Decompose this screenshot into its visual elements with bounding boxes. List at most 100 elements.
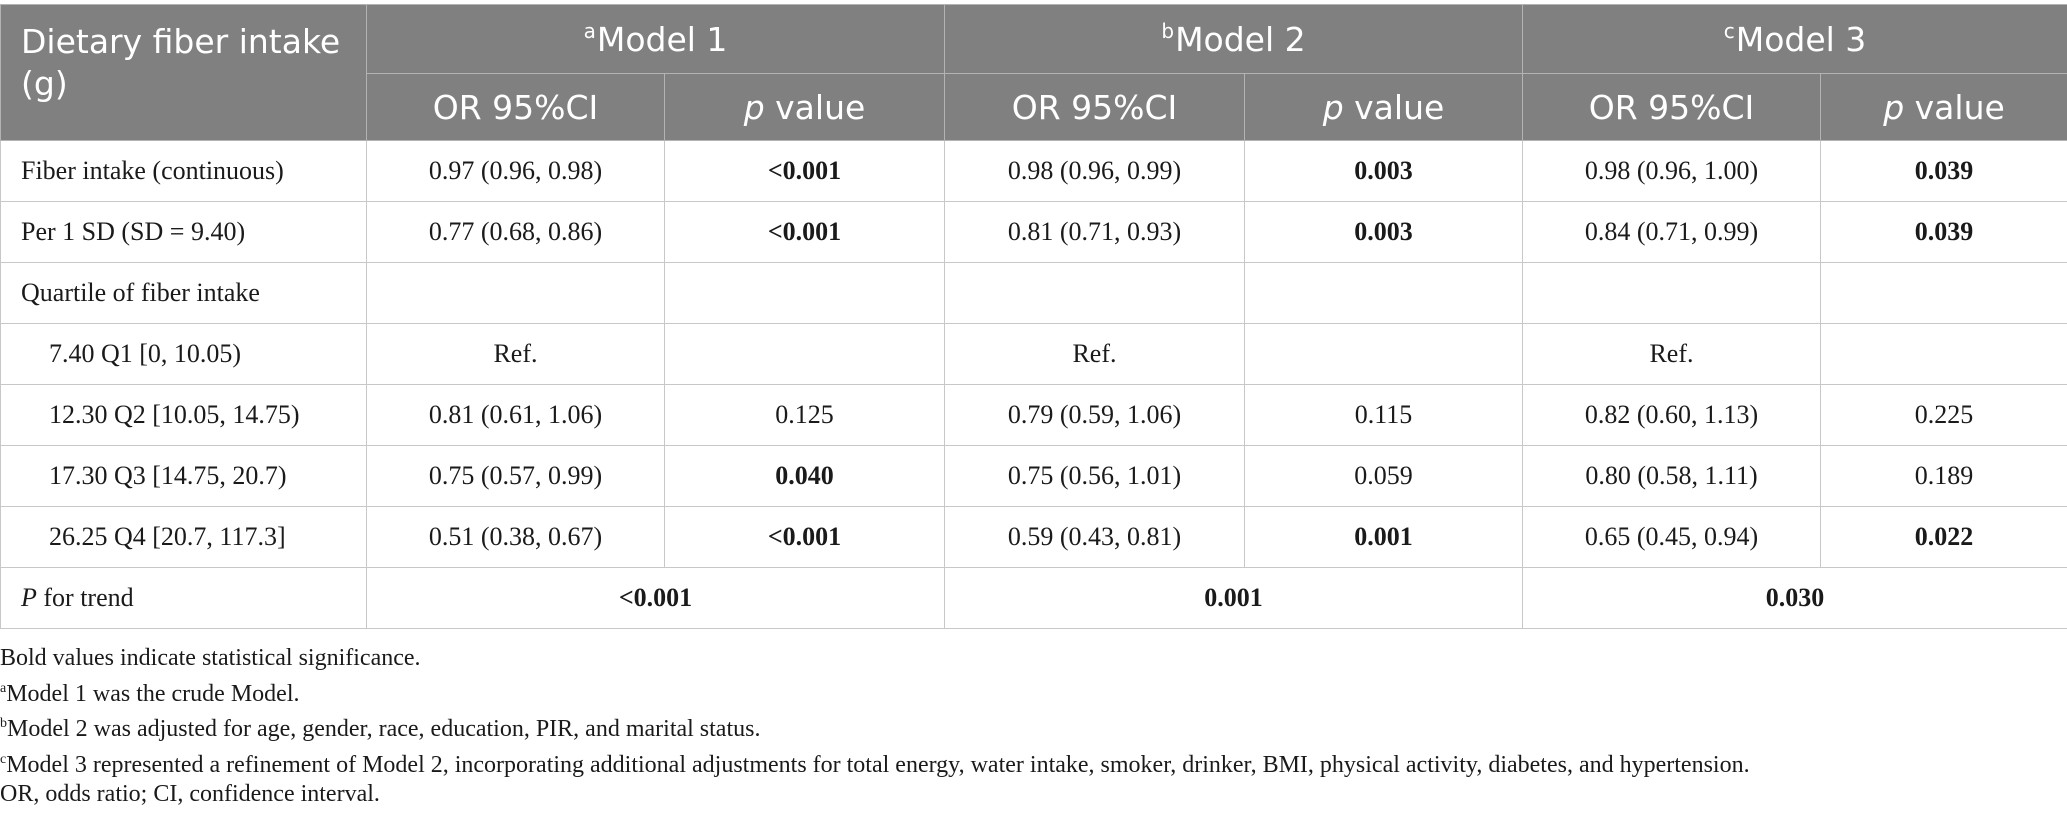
m2-p-header: p value xyxy=(1244,73,1523,141)
cell-m1-p: <0.001 xyxy=(664,506,945,568)
footnote-a-sup: a xyxy=(0,680,7,696)
cell-m3-or: 0.65 (0.45, 0.94) xyxy=(1522,506,1821,568)
footnote-a-text: Model 1 was the crude Model. xyxy=(6,680,300,707)
model-1-sup: a xyxy=(583,19,596,43)
cell-m2-or: 0.75 (0.56, 1.01) xyxy=(944,445,1245,507)
cell-m2-p: 0.001 xyxy=(1244,506,1523,568)
row-label: 26.25 Q4 [20.7, 117.3] xyxy=(0,506,367,568)
cell-m2-p: 0.003 xyxy=(1244,201,1523,263)
cell-m1-or: 0.51 (0.38, 0.67) xyxy=(366,506,665,568)
table-row: 17.30 Q3 [14.75, 20.7) 0.75 (0.57, 0.99)… xyxy=(0,445,2067,507)
model-3-label: Model 3 xyxy=(1735,20,1867,59)
footnote-c: cModel 3 represented a refinement of Mod… xyxy=(0,745,2067,781)
m1-p-header: p value xyxy=(664,73,945,141)
cell-m1-or xyxy=(366,262,665,324)
cell-m1-or: 0.75 (0.57, 0.99) xyxy=(366,445,665,507)
cell-m1-p: <0.001 xyxy=(664,201,945,263)
cell-m2-or: 0.59 (0.43, 0.81) xyxy=(944,506,1245,568)
footnote-b-text: Model 2 was adjusted for age, gender, ra… xyxy=(7,716,761,742)
cell-m3-p xyxy=(1819,262,2067,324)
footnote-c-text: Model 3 represented a refinement of Mode… xyxy=(6,751,1750,778)
cell-m2-or: Ref. xyxy=(944,323,1245,385)
row-label: 12.30 Q2 [10.05, 14.75) xyxy=(0,384,367,446)
m3-p-header: p value xyxy=(1819,73,2067,141)
cell-m2-p xyxy=(1244,323,1523,385)
cell-m2-or xyxy=(944,262,1245,324)
model-1-header: aModel 1 xyxy=(366,4,945,74)
table-row: 7.40 Q1 [0, 10.05) Ref. Ref. Ref. xyxy=(0,323,2067,385)
cell-m3-p: 0.225 xyxy=(1819,384,2067,446)
cell-m3-p: 0.022 xyxy=(1819,506,2067,568)
cell-m1-p: 0.125 xyxy=(664,384,945,446)
p-rest: value xyxy=(1904,87,2005,127)
trend-m2: 0.001 xyxy=(944,567,1523,629)
m3-or-header: OR 95%CI xyxy=(1522,73,1821,141)
cell-m1-or: 0.97 (0.96, 0.98) xyxy=(366,140,665,202)
cell-m2-or: 0.81 (0.71, 0.93) xyxy=(944,201,1245,263)
footnote-c-sup: c xyxy=(0,751,7,767)
row-label: Fiber intake (continuous) xyxy=(0,140,367,202)
model-3-header: cModel 3 xyxy=(1521,4,2067,74)
cell-m3-p: 0.039 xyxy=(1819,140,2067,202)
model-3-sup: c xyxy=(1723,19,1735,43)
cell-m3-p: 0.039 xyxy=(1819,201,2067,263)
footnote-a: aModel 1 was the crude Model. xyxy=(0,674,2067,710)
cell-m3-p xyxy=(1819,323,2067,385)
trend-label: P for trend xyxy=(0,567,367,629)
footnote-b-sup: b xyxy=(0,716,7,731)
footnote-abbreviations: OR, odds ratio; CI, confidence interval. xyxy=(0,781,380,807)
header-row-columns: OR 95%CI p value OR 95%CI p value OR 95%… xyxy=(1,73,2067,141)
trend-row: P for trend <0.001 0.001 0.030 xyxy=(0,567,2067,629)
m1-or-header: OR 95%CI xyxy=(366,73,665,141)
table-row: Per 1 SD (SD = 9.40) 0.77 (0.68, 0.86) <… xyxy=(0,201,2067,263)
row-label: 17.30 Q3 [14.75, 20.7) xyxy=(0,445,367,507)
model-1-label: Model 1 xyxy=(596,20,728,59)
m2-or-header: OR 95%CI xyxy=(944,73,1245,141)
table-row: Fiber intake (continuous) 0.97 (0.96, 0.… xyxy=(0,140,2067,202)
cell-m3-or: 0.82 (0.60, 1.13) xyxy=(1522,384,1821,446)
cell-m2-or: 0.79 (0.59, 1.06) xyxy=(944,384,1245,446)
p-italic: p xyxy=(743,87,765,127)
p-italic: p xyxy=(1883,87,1905,127)
table-row: Quartile of fiber intake xyxy=(0,262,2067,324)
cell-m3-or: Ref. xyxy=(1522,323,1821,385)
footnote-b: bModel 2 was adjusted for age, gender, r… xyxy=(0,709,2067,745)
cell-m2-p: 0.059 xyxy=(1244,445,1523,507)
header-row-models: Dietary fiber intake (g) aModel 1 bModel… xyxy=(0,4,2067,141)
cell-m1-p: 0.040 xyxy=(664,445,945,507)
trend-p-italic: P xyxy=(21,583,37,612)
cell-m2-p xyxy=(1244,262,1523,324)
cell-m1-p xyxy=(664,262,945,324)
cell-m1-p xyxy=(664,323,945,385)
table-row: 26.25 Q4 [20.7, 117.3] 0.51 (0.38, 0.67)… xyxy=(0,506,2067,568)
cell-m1-or: 0.81 (0.61, 1.06) xyxy=(366,384,665,446)
model-2-header: bModel 2 xyxy=(944,4,1523,74)
table-footnotes: Bold values indicate statistical signifi… xyxy=(0,644,2067,810)
cell-m3-or: 0.98 (0.96, 1.00) xyxy=(1522,140,1821,202)
cell-m3-or: 0.84 (0.71, 0.99) xyxy=(1522,201,1821,263)
p-rest: value xyxy=(764,87,866,127)
trend-label-rest: for trend xyxy=(36,583,134,612)
table-row: 12.30 Q2 [10.05, 14.75) 0.81 (0.61, 1.06… xyxy=(0,384,2067,446)
cell-m1-p: <0.001 xyxy=(664,140,945,202)
cell-m1-or: 0.77 (0.68, 0.86) xyxy=(366,201,665,263)
row-label: 7.40 Q1 [0, 10.05) xyxy=(0,323,367,385)
cell-m3-or xyxy=(1522,262,1821,324)
cell-m2-p: 0.115 xyxy=(1244,384,1523,446)
results-table: Dietary fiber intake (g) aModel 1 bModel… xyxy=(0,4,2067,629)
model-2-label: Model 2 xyxy=(1175,20,1306,59)
p-italic: p xyxy=(1322,87,1344,127)
p-rest: value xyxy=(1343,87,1445,127)
corner-header: Dietary fiber intake (g) xyxy=(0,4,367,141)
row-label: Quartile of fiber intake xyxy=(0,262,367,324)
footnote-bold: Bold values indicate statistical signifi… xyxy=(0,645,421,671)
trend-m1: <0.001 xyxy=(366,567,945,629)
cell-m2-or: 0.98 (0.96, 0.99) xyxy=(944,140,1245,202)
cell-m1-or: Ref. xyxy=(366,323,665,385)
cell-m3-or: 0.80 (0.58, 1.11) xyxy=(1522,445,1821,507)
trend-m3: 0.030 xyxy=(1521,567,2067,629)
model-2-sup: b xyxy=(1161,19,1175,43)
cell-m3-p: 0.189 xyxy=(1819,445,2067,507)
row-label: Per 1 SD (SD = 9.40) xyxy=(0,201,367,263)
cell-m2-p: 0.003 xyxy=(1244,140,1523,202)
